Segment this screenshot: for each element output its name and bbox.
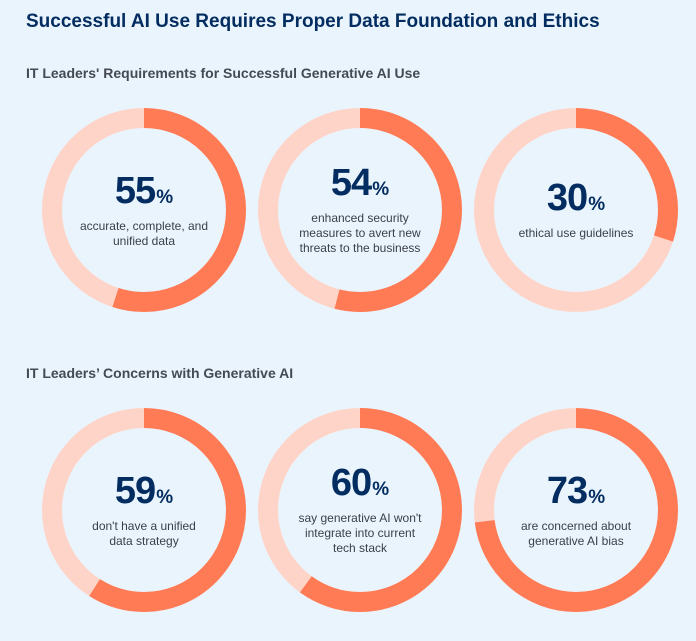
section-title-concerns: IT Leaders’ Concerns with Generative AI <box>26 365 294 381</box>
donut-value-arc <box>258 408 462 612</box>
donut-chart: 54% enhanced security measures to avert n… <box>258 108 462 312</box>
donut-description: say generative AI won't integrate into c… <box>298 511 422 555</box>
value-number: 59 <box>114 469 156 512</box>
donut-value-label: 54% <box>331 164 389 202</box>
percent-sign: % <box>372 479 390 500</box>
donut-chart: 60% say generative AI won't integrate int… <box>258 408 462 612</box>
donut-svg <box>258 108 462 312</box>
donut-description: are concerned about generative AI bias <box>520 518 632 548</box>
donut-center: 73% are concerned about generative AI bia… <box>496 430 656 590</box>
donut-chart: 30% ethical use guidelines <box>474 108 678 312</box>
value-number: 73 <box>546 469 588 512</box>
donut-value-label: 30% <box>547 179 605 217</box>
value-number: 54 <box>330 162 372 204</box>
donut-svg <box>258 408 462 612</box>
donut-value-arc <box>258 108 462 312</box>
donut-description: enhanced security measures to avert new … <box>299 211 421 255</box>
value-number: 55 <box>114 169 156 212</box>
percent-sign: % <box>156 186 174 208</box>
donut-chart: 55% accurate, complete, and unified data <box>42 108 246 312</box>
percent-sign: % <box>156 486 174 508</box>
page-title: Successful AI Use Requires Proper Data F… <box>26 11 600 32</box>
percent-sign: % <box>588 486 606 508</box>
donut-chart: 59% don't have a unified data strategy <box>42 408 246 612</box>
donut-svg <box>42 108 246 312</box>
section-title-requirements: IT Leaders' Requirements for Successful … <box>26 65 421 81</box>
donut-center: 55% accurate, complete, and unified data <box>64 130 224 290</box>
donut-value-arc <box>42 408 246 612</box>
donut-description: don't have a unified data strategy <box>92 518 196 548</box>
donut-svg <box>42 408 246 612</box>
donut-svg <box>474 408 678 612</box>
donut-center: 30% ethical use guidelines <box>496 130 656 290</box>
percent-sign: % <box>588 194 606 215</box>
donut-value-label: 59% <box>115 472 173 510</box>
donut-chart: 73% are concerned about generative AI bia… <box>474 408 678 612</box>
donut-center: 54% enhanced security measures to avert n… <box>280 130 440 290</box>
value-number: 30 <box>546 177 588 219</box>
donut-description: ethical use guidelines <box>518 226 634 240</box>
donut-value-arc <box>474 408 678 612</box>
donut-center: 59% don't have a unified data strategy <box>64 430 224 590</box>
donut-value-label: 55% <box>115 172 173 210</box>
donut-value-arc <box>42 108 246 312</box>
donut-description: accurate, complete, and unified data <box>79 218 209 248</box>
donut-value-label: 73% <box>547 472 605 510</box>
donut-value-label: 60% <box>331 464 389 502</box>
donut-svg <box>474 108 678 312</box>
donut-value-arc <box>474 108 678 312</box>
value-number: 60 <box>330 462 372 504</box>
percent-sign: % <box>372 179 390 200</box>
donut-center: 60% say generative AI won't integrate int… <box>280 430 440 590</box>
